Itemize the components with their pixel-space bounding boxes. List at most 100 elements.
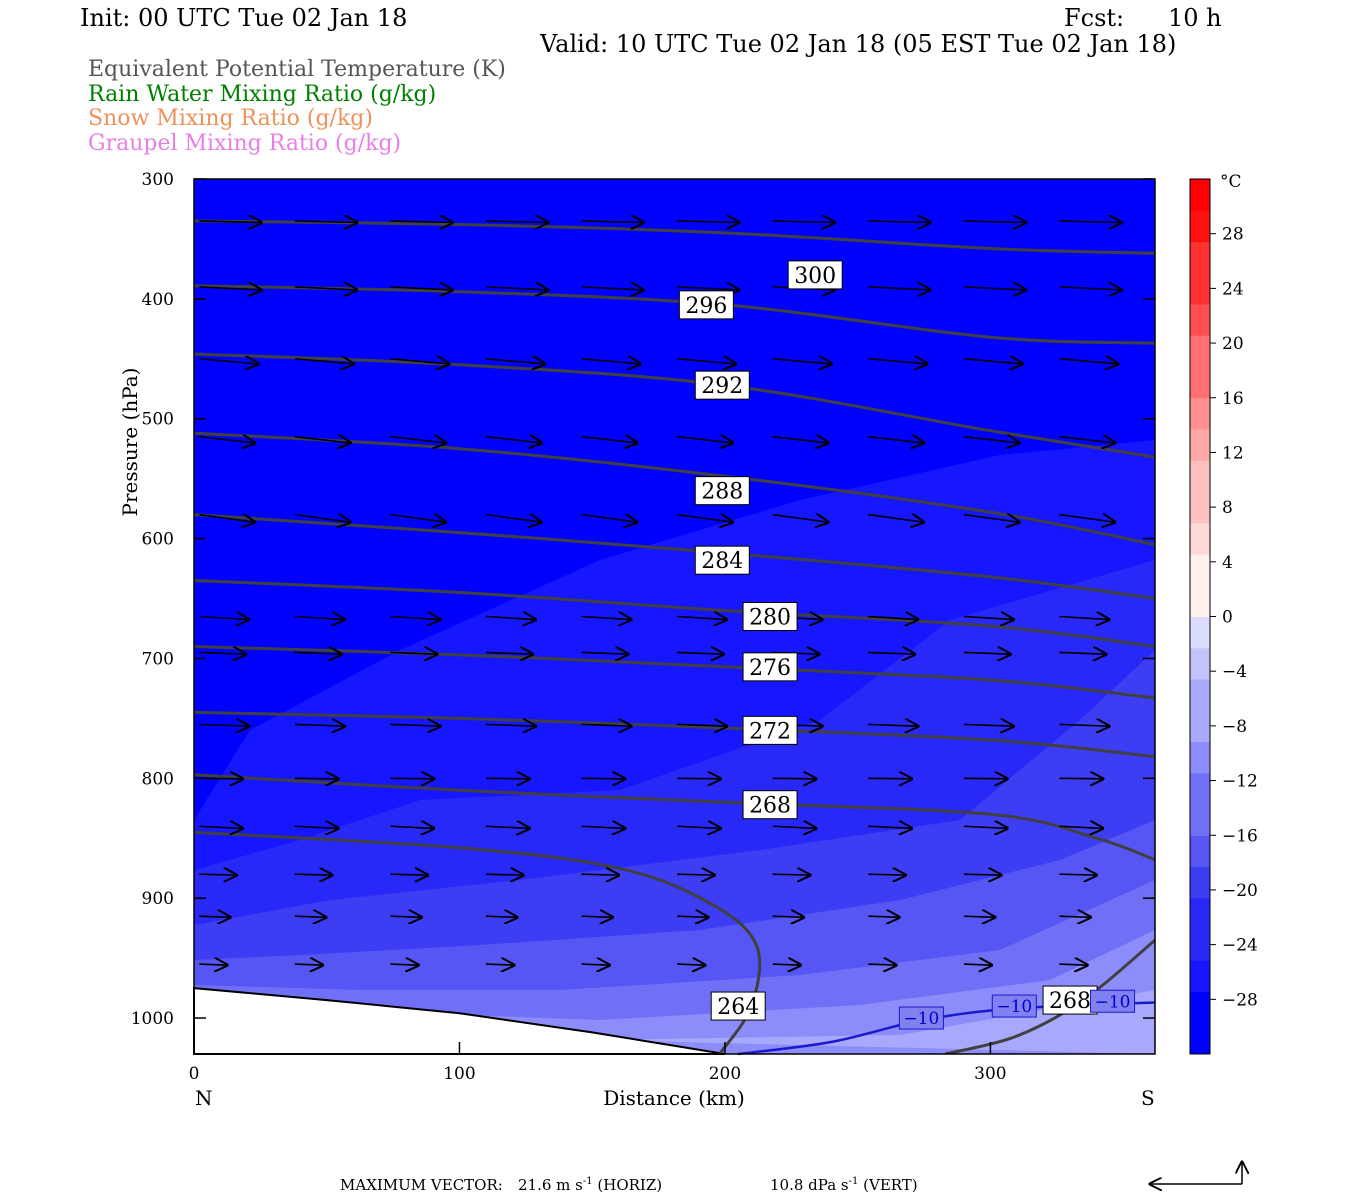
wind-vector bbox=[772, 826, 816, 828]
wind-vector bbox=[772, 437, 828, 443]
colorbar-tick-label: −12 bbox=[1222, 772, 1258, 792]
wind-vector bbox=[1059, 964, 1087, 965]
wind-vector bbox=[868, 652, 914, 654]
contour-label-276: 276 bbox=[749, 656, 791, 681]
colorbar-band bbox=[1190, 210, 1210, 242]
colorbar-band bbox=[1190, 429, 1210, 461]
init-time: Init: 00 UTC Tue 02 Jan 18 bbox=[80, 4, 408, 32]
colorbar-band bbox=[1190, 241, 1210, 274]
wind-vector bbox=[199, 964, 227, 965]
wind-vector bbox=[963, 437, 1019, 443]
wind-vector bbox=[390, 287, 452, 290]
contour-label-box bbox=[1042, 985, 1098, 1015]
x-tick-label: 0 bbox=[189, 1064, 200, 1084]
wind-vector bbox=[485, 359, 545, 364]
wind-vector bbox=[1059, 221, 1121, 223]
theta-e-contour-288 bbox=[194, 431, 1155, 547]
valid-time: Valid: 10 UTC Tue 02 Jan 18 (05 EST Tue … bbox=[540, 30, 1177, 58]
colorbar-band bbox=[1190, 366, 1210, 399]
wind-vector bbox=[581, 359, 641, 364]
wind-vector bbox=[1059, 826, 1102, 828]
wind-vector bbox=[485, 652, 532, 654]
colorbar-tick-label: −16 bbox=[1222, 826, 1258, 846]
wind-vector bbox=[581, 221, 644, 223]
wind-vector bbox=[390, 724, 440, 726]
wind-vector bbox=[677, 221, 739, 223]
wind-vector bbox=[963, 964, 992, 965]
plot-frame bbox=[193, 178, 1156, 1055]
wind-vector bbox=[677, 724, 727, 726]
contour-label-box bbox=[742, 715, 798, 745]
wind-vector bbox=[963, 617, 1014, 620]
wind-vector bbox=[963, 826, 1007, 828]
wind-vector bbox=[963, 778, 1007, 779]
contour-label-box bbox=[694, 370, 750, 400]
colorbar-band bbox=[1190, 304, 1210, 336]
wind-vector bbox=[772, 874, 810, 875]
wind-vector bbox=[677, 826, 720, 828]
wind-vector bbox=[868, 916, 899, 917]
wind-vector bbox=[294, 652, 341, 654]
y-tick-label: 1000 bbox=[131, 1009, 174, 1029]
wind-vector bbox=[581, 287, 644, 290]
wind-vector bbox=[294, 515, 350, 523]
wind-vector bbox=[294, 437, 350, 443]
contour-label-box bbox=[787, 260, 843, 290]
colorbar-tick-label: 8 bbox=[1222, 498, 1233, 518]
wind-vector bbox=[485, 964, 514, 965]
wind-vector bbox=[1059, 359, 1118, 364]
colorbar-band bbox=[1190, 679, 1210, 711]
colorbar-band bbox=[1190, 1022, 1210, 1055]
wind-vector bbox=[390, 916, 421, 917]
wind-vector bbox=[199, 437, 254, 443]
field-legend-snow: Snow Mixing Ratio (g/kg) bbox=[88, 106, 373, 131]
contour-label-288: 288 bbox=[701, 480, 743, 505]
y-tick-label: 500 bbox=[142, 410, 174, 430]
temperature-label-box bbox=[898, 1006, 944, 1030]
wind-vector bbox=[1059, 874, 1096, 875]
contour-label-296: 296 bbox=[685, 294, 727, 319]
x-tick-label: 100 bbox=[443, 1064, 475, 1084]
temperature-fill-minus-4 bbox=[600, 990, 1155, 1054]
wind-vector bbox=[485, 724, 536, 726]
wind-vector bbox=[390, 652, 436, 654]
wind-vector bbox=[390, 778, 433, 779]
wind-vector bbox=[294, 826, 338, 828]
colorbar-band bbox=[1190, 616, 1210, 649]
wind-vector bbox=[390, 617, 440, 620]
wind-vector bbox=[294, 964, 323, 965]
colorbar-tick-label: −28 bbox=[1222, 990, 1258, 1010]
wind-vector bbox=[294, 221, 357, 223]
temperature-colorbar: °C 28 24 20 16 12 8 4 0 −4 −8 −12 −16 −20 −24 −28 bbox=[1189, 172, 1258, 1055]
wind-vector bbox=[294, 287, 357, 290]
reference-vector bbox=[1150, 1162, 1242, 1184]
colorbar-band bbox=[1190, 929, 1210, 961]
wind-vector bbox=[772, 916, 804, 917]
colorbar-tick-label: 4 bbox=[1222, 553, 1233, 573]
wind-vector bbox=[485, 515, 541, 523]
wind-vector bbox=[963, 916, 995, 917]
wind-vector bbox=[1059, 515, 1114, 523]
theta-e-contour-280 bbox=[194, 579, 1155, 648]
theta-e-contour-268 bbox=[944, 938, 1155, 1054]
temperature-label-box bbox=[1090, 989, 1136, 1013]
wind-vector bbox=[485, 221, 548, 223]
wind-vector bbox=[772, 778, 816, 779]
forecast-hour: 10 h bbox=[1168, 4, 1222, 32]
wind-vector bbox=[199, 826, 242, 828]
wind-vector bbox=[772, 515, 828, 523]
wind-vector bbox=[1059, 437, 1114, 443]
colorbar-band bbox=[1190, 804, 1210, 836]
temperature-line-labels: −10 −10 −10 bbox=[898, 989, 1136, 1030]
wind-vector bbox=[772, 964, 801, 965]
wind-vector bbox=[199, 724, 249, 726]
colorbar-unit: °C bbox=[1220, 172, 1242, 192]
y-tick-label: 900 bbox=[142, 889, 174, 909]
wind-vector bbox=[581, 617, 632, 620]
wind-vector bbox=[485, 617, 536, 620]
colorbar-tick-label: 20 bbox=[1222, 334, 1244, 354]
wind-vector bbox=[390, 221, 452, 223]
contour-label-box bbox=[742, 790, 798, 820]
wind-vector bbox=[1059, 617, 1109, 620]
